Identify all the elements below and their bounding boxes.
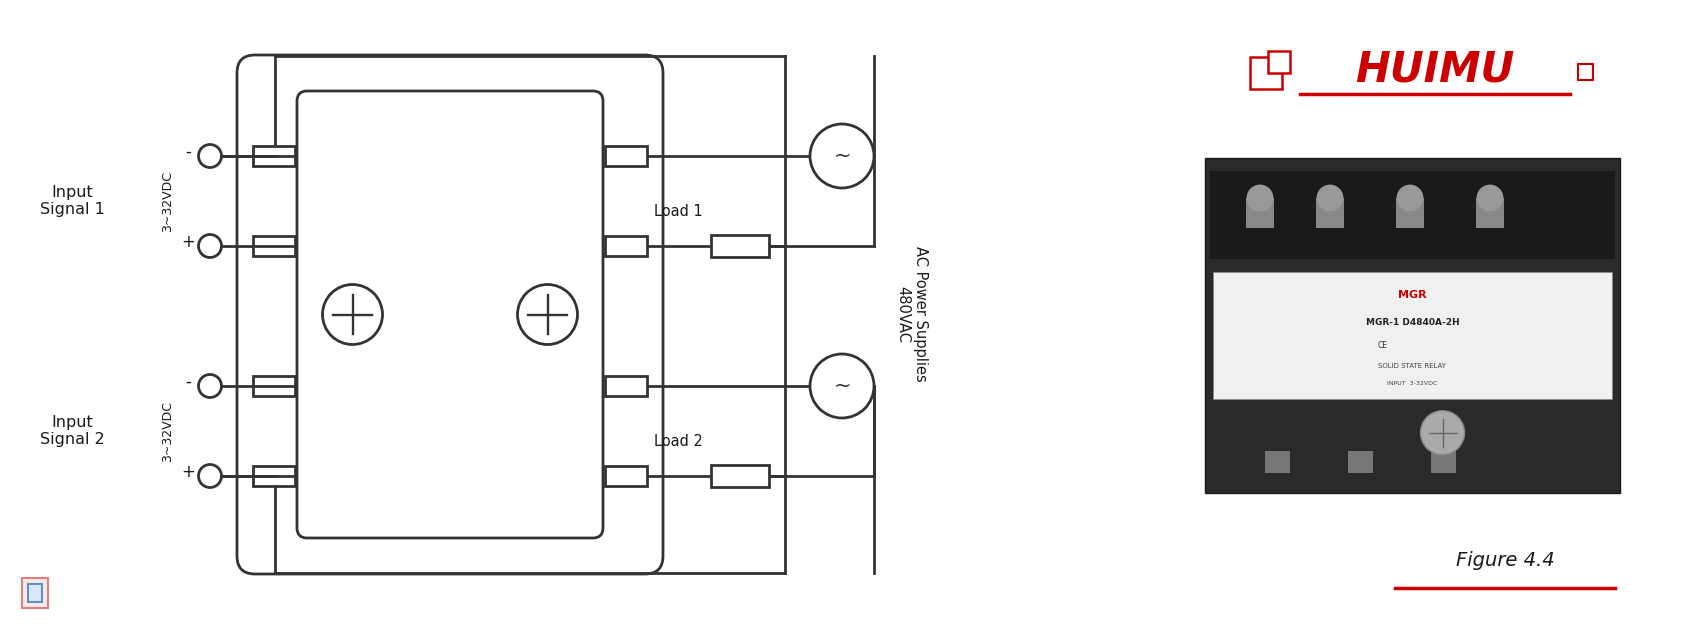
Bar [1396,198,1425,228]
Circle shape [199,144,221,168]
Bar [254,146,294,166]
Text: +: + [180,463,196,481]
Bar [254,466,294,486]
Text: CE: CE [1377,341,1387,350]
Circle shape [517,284,577,345]
Text: Input
Signal 2: Input Signal 2 [39,415,104,447]
Circle shape [199,465,221,487]
Text: ~: ~ [834,376,851,396]
Circle shape [810,354,875,418]
Bar [22,578,48,608]
Circle shape [199,374,221,398]
Bar [1430,451,1455,473]
Circle shape [810,124,875,188]
FancyBboxPatch shape [298,91,603,538]
Bar [711,465,769,487]
Circle shape [1248,185,1273,211]
Bar [1265,451,1290,473]
Text: -: - [186,143,191,161]
Text: SOLID STATE RELAY: SOLID STATE RELAY [1379,363,1447,369]
Circle shape [1477,185,1503,211]
Circle shape [1317,185,1343,211]
Text: Load 2: Load 2 [654,433,703,448]
Text: Load 1: Load 1 [654,203,703,219]
Bar [1316,198,1345,228]
FancyBboxPatch shape [237,55,664,574]
Bar [1249,57,1282,89]
Bar [1476,198,1505,228]
Text: 3~32VDC: 3~32VDC [162,170,175,232]
Bar [604,466,647,486]
Bar [1246,198,1275,228]
Text: -: - [186,373,191,391]
Text: MGR-1 D4840A-2H: MGR-1 D4840A-2H [1365,318,1459,327]
Text: HUIMU: HUIMU [1355,49,1515,91]
Bar [254,236,294,256]
Circle shape [1421,411,1464,455]
Bar [1214,272,1612,399]
Circle shape [322,284,383,345]
Text: Input
Signal 1: Input Signal 1 [39,185,104,217]
Text: INPUT  3-32VDC: INPUT 3-32VDC [1387,381,1438,386]
Text: MGR: MGR [1397,290,1426,300]
Bar [604,376,647,396]
Text: AC Power Supplies
480VAC: AC Power Supplies 480VAC [895,246,928,382]
Bar [1210,171,1615,259]
Bar [1268,51,1290,73]
Bar [604,146,647,166]
Text: 3~32VDC: 3~32VDC [162,401,175,462]
Text: +: + [180,233,196,251]
Bar [1348,451,1372,473]
Text: ~: ~ [834,146,851,166]
Bar [254,376,294,396]
Text: Figure 4.4: Figure 4.4 [1455,551,1554,570]
Bar [1578,64,1593,80]
Bar [604,236,647,256]
Circle shape [1397,185,1423,211]
Bar [1205,158,1620,493]
Circle shape [199,234,221,257]
Bar [711,235,769,257]
Bar [27,584,43,602]
